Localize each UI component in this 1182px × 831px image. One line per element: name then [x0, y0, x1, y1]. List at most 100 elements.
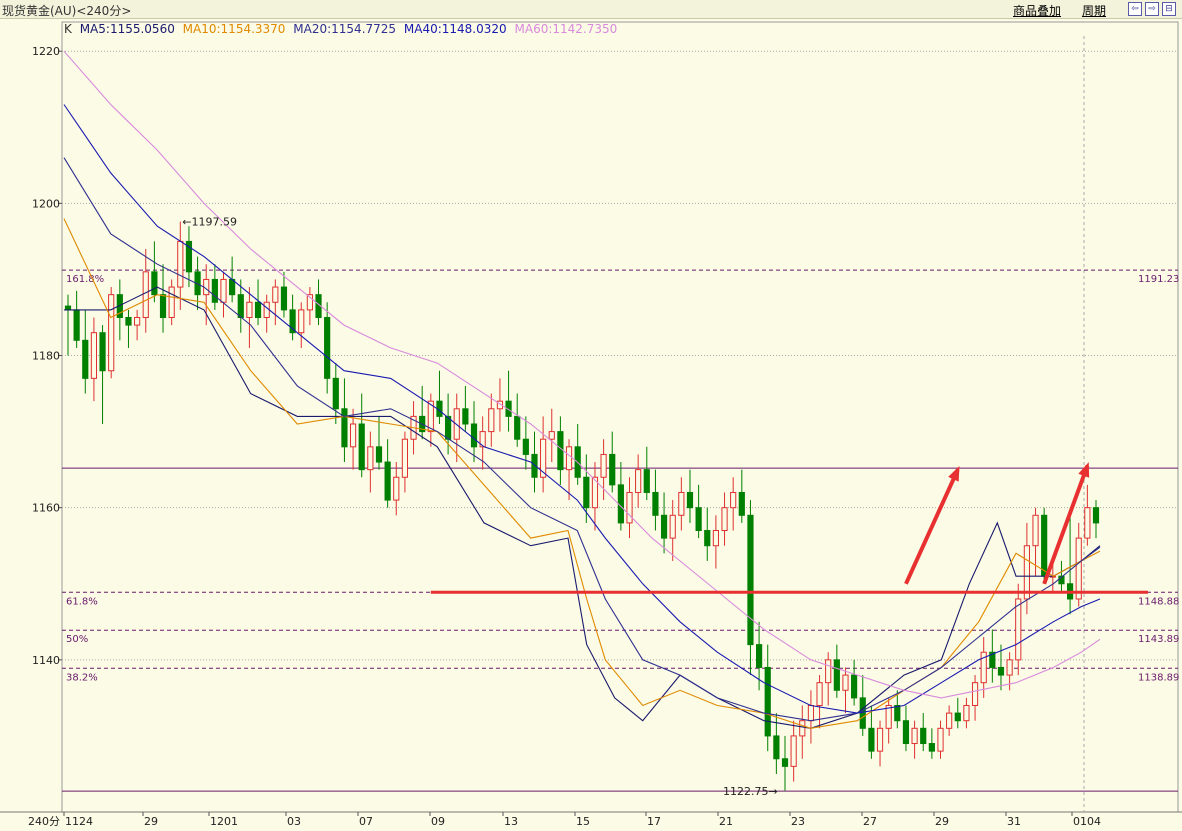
- x-tick-label: 0104: [1073, 815, 1101, 828]
- x-tick-label: 13: [504, 815, 518, 828]
- legend-ma10: MA10:1154.3370: [182, 22, 286, 36]
- candle-body: [868, 727, 875, 752]
- candle-body: [280, 286, 288, 311]
- candle-body: [695, 507, 702, 532]
- candle-body: [548, 431, 555, 440]
- legend-ma60: MA60:1142.7350: [514, 22, 618, 36]
- x-tick-label: 03: [287, 815, 301, 828]
- candle-body: [220, 278, 227, 303]
- y-tick-label: 1200: [32, 197, 60, 210]
- ma-line-ma60: [63, 50, 1101, 699]
- candle-body: [1041, 514, 1048, 577]
- candle-body: [367, 446, 374, 471]
- candle-body: [678, 491, 685, 516]
- candle-body: [583, 476, 590, 509]
- period-label: 240分: [28, 815, 60, 828]
- candle-body: [401, 438, 408, 478]
- candle-body: [1075, 537, 1082, 600]
- title-bar: 现货黄金(AU)<240分> 商品叠加 周期 ⇦ ⇨ ⊟: [0, 0, 1182, 19]
- x-tick-label: 27: [863, 815, 877, 828]
- fib-level-label: 50%: [66, 634, 88, 645]
- candle-body: [781, 758, 789, 767]
- candle-body: [730, 491, 737, 509]
- candle-body: [505, 400, 512, 417]
- candle-body: [151, 271, 158, 296]
- candle-body: [609, 453, 616, 486]
- candle-body: [747, 514, 754, 646]
- fib-value-label: 1143.89: [1138, 634, 1179, 645]
- candle-body: [686, 491, 694, 509]
- candle-body: [704, 530, 711, 547]
- x-tick-label: 09: [431, 815, 445, 828]
- ma-legend: K MA5:1155.0560 MA10:1154.3370 MA20:1154…: [64, 22, 621, 36]
- candle-body: [462, 408, 469, 425]
- candle-body: [980, 651, 987, 684]
- candle-body: [885, 704, 892, 729]
- candle-body: [1084, 507, 1091, 539]
- candle-body: [185, 240, 193, 273]
- candle-body: [997, 666, 1005, 676]
- candle-body: [90, 332, 98, 379]
- candle-body: [522, 438, 529, 455]
- candle-body: [816, 682, 823, 706]
- fib-value-label: 1138.89: [1138, 672, 1179, 683]
- scroll-right-icon[interactable]: ⇨: [1145, 2, 1159, 16]
- y-tick-label: 1180: [32, 350, 60, 363]
- legend-ma40: MA40:1148.0320: [403, 22, 507, 36]
- scroll-left-icon[interactable]: ⇦: [1128, 2, 1142, 16]
- candle-body: [470, 423, 478, 448]
- candle-body: [73, 309, 80, 341]
- candle-body: [375, 446, 383, 463]
- candle-body: [807, 704, 815, 722]
- fib-level-label: 38.2%: [66, 672, 98, 683]
- candle-body: [540, 438, 547, 478]
- y-tick-label: 1140: [32, 654, 60, 667]
- high-annotation: ←1197.59: [182, 216, 237, 229]
- x-tick-label: 15: [576, 815, 590, 828]
- fib-value-label: 1148.88: [1138, 596, 1179, 607]
- candle-body: [1023, 545, 1030, 600]
- candle-body: [142, 271, 149, 318]
- candle-body: [272, 286, 279, 303]
- candle-body: [341, 408, 348, 448]
- ma-line-ma20: [63, 157, 1101, 722]
- candle-body: [306, 294, 313, 311]
- candle-body: [920, 727, 927, 745]
- candle-body: [1032, 514, 1039, 547]
- candle-body: [963, 704, 970, 722]
- x-tick-label: 23: [791, 815, 805, 828]
- x-tick-label: 17: [647, 815, 661, 828]
- candle-body: [116, 294, 123, 318]
- candle-body: [989, 651, 996, 668]
- candle-body: [1015, 598, 1022, 661]
- candle-body: [721, 507, 728, 532]
- x-tick-label: 21: [719, 815, 733, 828]
- candle-body: [514, 415, 521, 440]
- trend-arrow-head: [1078, 462, 1090, 478]
- candle-body: [557, 431, 564, 471]
- minimize-icon[interactable]: ⊟: [1162, 2, 1176, 16]
- trend-arrow-shaft: [904, 468, 960, 585]
- candle-body: [289, 309, 296, 334]
- low-annotation: 1122.75→: [723, 785, 778, 798]
- x-tick-label: 07: [359, 815, 373, 828]
- overlay-commodity-button[interactable]: 商品叠加: [1013, 4, 1062, 18]
- period-button[interactable]: 周期: [1082, 4, 1107, 18]
- ma-line-ma40: [63, 104, 1101, 714]
- candle-body: [531, 453, 538, 478]
- legend-ma5: MA5:1155.0560: [79, 22, 175, 36]
- x-tick-label: 31: [1007, 815, 1021, 828]
- candle-body: [237, 294, 244, 318]
- candle-body: [902, 720, 910, 745]
- candle-body: [384, 461, 391, 501]
- candle-body: [756, 644, 763, 668]
- legend-prefix: K: [64, 22, 72, 36]
- fib-level-label: 161.8%: [66, 274, 104, 285]
- x-tick-label: 1124: [65, 815, 93, 828]
- candle-body: [859, 697, 866, 729]
- candle-body: [159, 294, 167, 318]
- candle-body: [108, 294, 115, 372]
- candle-body: [82, 339, 89, 379]
- candle-body: [851, 674, 858, 699]
